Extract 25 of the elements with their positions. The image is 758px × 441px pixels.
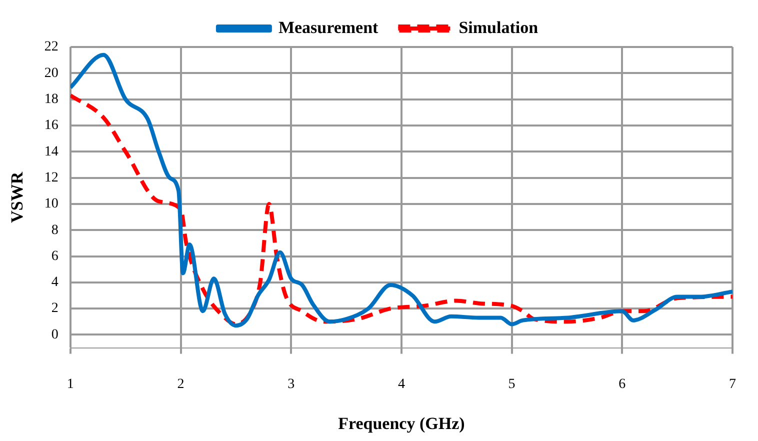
x-tick-label: 3	[288, 376, 295, 392]
y-tick-label: 8	[51, 222, 58, 238]
y-tick-label: 2	[51, 301, 58, 316]
y-tick-label: 4	[51, 275, 58, 290]
y-tick-label: 20	[44, 66, 58, 81]
y-tick-label: 6	[51, 248, 58, 264]
y-tick-label: 12	[44, 170, 58, 186]
legend-label: Simulation	[458, 18, 539, 37]
x-tick-label: 1	[66, 376, 74, 392]
x-tick-label: 2	[177, 376, 184, 392]
line-series	[70, 93, 732, 326]
y-axis-title: VSWR	[8, 171, 27, 223]
y-tick-label: 22	[44, 40, 58, 55]
x-axis-title: Frequency (GHz)	[338, 414, 465, 434]
legend-label: Measurement	[278, 18, 379, 37]
x-tick-label: 6	[618, 376, 626, 392]
y-tick-label: 0	[51, 327, 58, 342]
line-series	[70, 52, 732, 328]
x-tick-label: 4	[398, 376, 405, 392]
x-tick-label: 7	[729, 376, 736, 392]
y-tick-label: 10	[44, 196, 58, 212]
y-tick-label: 14	[44, 144, 58, 160]
y-tick-label: 16	[44, 118, 58, 134]
y-tick-label: 18	[44, 92, 58, 107]
x-tick-label: 5	[508, 376, 516, 392]
